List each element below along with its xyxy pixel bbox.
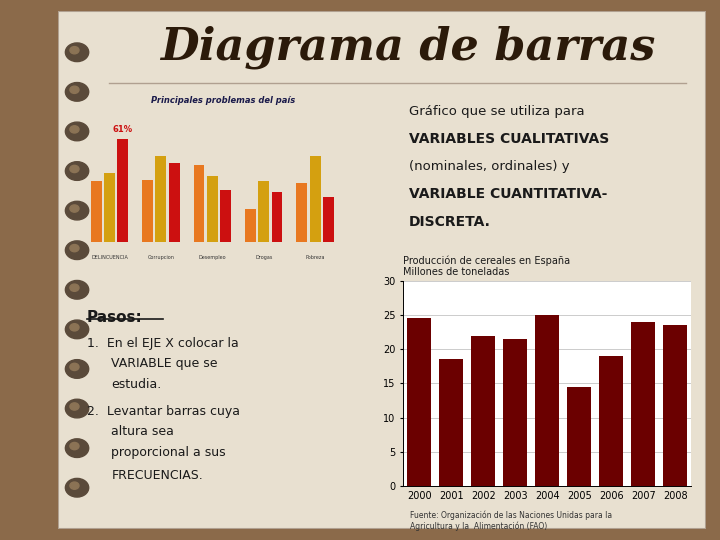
Circle shape (70, 442, 79, 450)
Circle shape (70, 284, 79, 292)
Text: Principales problemas del país: Principales problemas del país (151, 96, 295, 105)
Bar (91, 181, 102, 242)
Circle shape (70, 205, 79, 212)
Circle shape (70, 46, 79, 54)
Text: Pasos:: Pasos: (87, 310, 143, 325)
Bar (503, 339, 527, 486)
Bar (220, 190, 231, 242)
Bar (599, 356, 624, 486)
Text: 1.  En el EJE X colocar la: 1. En el EJE X colocar la (87, 337, 239, 350)
Text: Gráfico que se utiliza para: Gráfico que se utiliza para (409, 105, 585, 118)
Circle shape (70, 86, 79, 93)
Bar (258, 181, 269, 242)
Bar (207, 177, 217, 242)
Circle shape (70, 363, 79, 370)
Bar (142, 180, 153, 242)
Circle shape (66, 360, 89, 379)
Circle shape (66, 43, 89, 62)
Circle shape (66, 399, 89, 418)
Text: altura sea: altura sea (112, 426, 174, 438)
Bar (310, 156, 320, 242)
Text: Desempleo: Desempleo (199, 255, 226, 260)
Bar (408, 319, 431, 486)
Text: Corrupcion: Corrupcion (148, 255, 174, 260)
Circle shape (70, 165, 79, 173)
Circle shape (66, 122, 89, 141)
Text: VARIABLE CUANTITATIVA-: VARIABLE CUANTITATIVA- (409, 187, 608, 201)
Circle shape (66, 280, 89, 299)
Bar (194, 165, 204, 242)
Text: 61%: 61% (113, 125, 133, 133)
Bar (271, 192, 282, 242)
Text: 2.  Levantar barras cuya: 2. Levantar barras cuya (87, 405, 240, 418)
Circle shape (66, 201, 89, 220)
Circle shape (66, 241, 89, 260)
Text: DELINCUENCIA: DELINCUENCIA (91, 255, 128, 260)
FancyBboxPatch shape (58, 11, 706, 529)
Circle shape (66, 320, 89, 339)
Text: Fuente: Organización de las Naciones Unidas para la
Agricultura y la  Alimentaci: Fuente: Organización de las Naciones Uni… (410, 510, 613, 531)
Bar (535, 315, 559, 486)
Text: Pobreza: Pobreza (305, 255, 325, 260)
Circle shape (66, 83, 89, 101)
Bar (245, 208, 256, 242)
Text: DISCRETA.: DISCRETA. (409, 215, 491, 229)
Bar (567, 387, 591, 486)
Text: VARIABLE que se: VARIABLE que se (112, 357, 218, 370)
Circle shape (70, 126, 79, 133)
Text: Producción de cereales en España
Millones de toneladas: Producción de cereales en España Millone… (403, 255, 570, 277)
Bar (471, 335, 495, 486)
Bar (156, 156, 166, 242)
Circle shape (66, 439, 89, 457)
Circle shape (70, 403, 79, 410)
Bar (323, 197, 334, 242)
Bar (663, 325, 687, 486)
Text: VARIABLES CUALITATIVAS: VARIABLES CUALITATIVAS (409, 132, 609, 146)
Text: (nominales, ordinales) y: (nominales, ordinales) y (409, 160, 570, 173)
Circle shape (70, 245, 79, 252)
Circle shape (66, 161, 89, 180)
Circle shape (70, 482, 79, 489)
Text: Drogas: Drogas (255, 255, 272, 260)
Bar (168, 163, 180, 242)
Bar (297, 183, 307, 242)
Circle shape (70, 323, 79, 331)
Text: proporcional a sus: proporcional a sus (112, 446, 226, 459)
Text: FRECUENCIAS.: FRECUENCIAS. (112, 469, 203, 482)
Bar (104, 173, 115, 242)
Circle shape (66, 478, 89, 497)
Bar (117, 139, 128, 242)
Text: estudia.: estudia. (112, 378, 161, 391)
Text: Diagrama de barras: Diagrama de barras (160, 25, 655, 69)
Bar (439, 360, 463, 486)
Bar (631, 322, 655, 486)
